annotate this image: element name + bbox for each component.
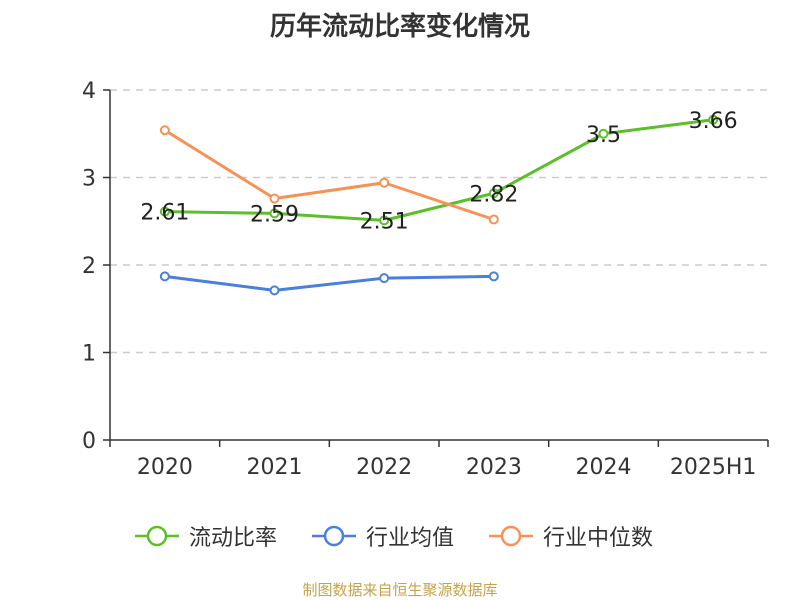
data-point — [488, 271, 499, 282]
legend-line-circle-icon — [489, 525, 533, 547]
data-point — [379, 273, 390, 284]
x-tick-label: 2025H1 — [670, 455, 757, 480]
data-point — [488, 188, 499, 199]
series-line-0 — [164, 118, 714, 222]
x-tick-label: 2022 — [356, 455, 412, 480]
x-tick-label: 2023 — [466, 455, 522, 480]
y-tick-label: 2 — [82, 254, 96, 279]
series-line-1 — [164, 274, 494, 292]
data-label: 2.82 — [469, 182, 518, 207]
legend-line-circle-icon — [312, 525, 356, 547]
legend-item-1[interactable]: 行业均值 — [310, 518, 454, 554]
data-point — [488, 214, 499, 225]
legend: 流动比率 行业均值 行业中位数 — [0, 518, 800, 554]
data-point — [708, 114, 719, 125]
y-tick-label: 1 — [82, 342, 96, 367]
legend-label: 流动比率 — [189, 526, 278, 551]
data-point — [269, 193, 280, 204]
source-credit: 制图数据来自恒生聚源数据库 — [302, 581, 498, 599]
x-tick-label: 2021 — [247, 455, 303, 480]
data-label: 2.59 — [250, 202, 299, 227]
data-label: 3.66 — [689, 109, 738, 134]
data-point — [159, 206, 170, 217]
data-point — [269, 208, 280, 219]
legend-item-0[interactable]: 流动比率 — [133, 518, 277, 554]
legend-label: 行业中位数 — [543, 526, 654, 551]
y-tick-label: 0 — [82, 429, 96, 454]
series-line-2 — [164, 128, 495, 221]
chart-title: 历年流动比率变化情况 — [269, 12, 530, 42]
y-tick-label: 4 — [82, 79, 96, 104]
y-tick-label: 3 — [82, 167, 96, 192]
data-label: 3.5 — [586, 123, 621, 148]
data-point — [379, 215, 390, 226]
x-tick-label: 2020 — [137, 455, 193, 480]
legend-label: 行业均值 — [366, 526, 455, 551]
data-point — [159, 125, 170, 136]
data-point — [269, 285, 280, 296]
data-point — [379, 177, 390, 188]
legend-item-2[interactable]: 行业中位数 — [487, 518, 653, 554]
data-point — [598, 128, 609, 139]
data-label: 2.61 — [140, 201, 189, 226]
legend-line-circle-icon — [135, 525, 179, 547]
data-label: 2.51 — [360, 209, 409, 234]
x-tick-label: 2024 — [576, 455, 632, 480]
data-point — [159, 271, 170, 282]
